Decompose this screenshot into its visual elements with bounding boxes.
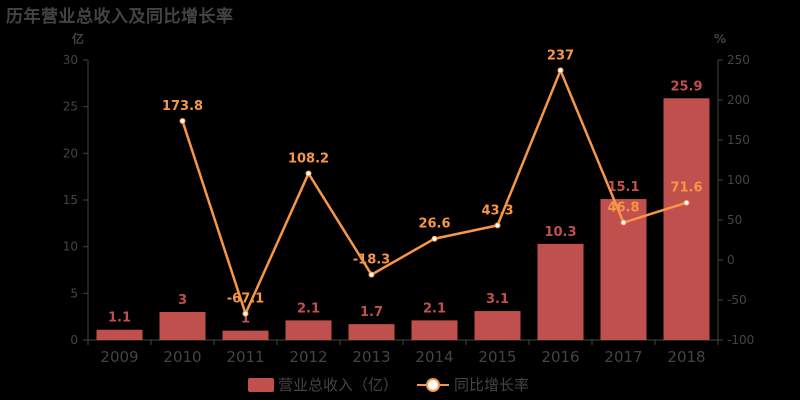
legend-label-revenue: 营业总收入（亿）: [278, 376, 399, 394]
x-tick-label: 2015: [478, 348, 516, 366]
right-tick-label: 100: [727, 173, 750, 187]
growth-point-marker: [431, 235, 438, 242]
growth-point-label: 26.6: [418, 217, 450, 232]
chart-title: 历年营业总收入及同比增长率: [6, 7, 234, 27]
line-marker-icon: [417, 377, 450, 392]
growth-point-marker: [305, 170, 312, 177]
growth-point-marker: [179, 117, 186, 124]
right-tick-label: -50: [727, 293, 747, 307]
revenue-bar-label: 2.1: [423, 301, 446, 316]
bar-swatch-icon: [248, 377, 274, 392]
revenue-bar-label: 2.1: [297, 301, 320, 316]
revenue-bar-label: 15.1: [607, 180, 639, 195]
right-tick-label: 0: [727, 253, 735, 267]
revenue-bar: [474, 311, 521, 340]
left-tick-label: 0: [70, 333, 78, 347]
x-tick-label: 2013: [352, 348, 390, 366]
x-tick-label: 2011: [226, 348, 264, 366]
growth-point-marker: [368, 271, 375, 278]
left-tick-label: 30: [63, 53, 78, 67]
right-axis-unit: %: [714, 32, 726, 46]
left-tick-label: 25: [63, 100, 78, 114]
left-axis-unit: 亿: [72, 31, 84, 46]
revenue-bar: [159, 312, 206, 340]
left-tick-label: 5: [70, 286, 78, 300]
x-tick-label: 2016: [541, 348, 579, 366]
growth-point-marker: [557, 67, 564, 74]
x-tick-label: 2018: [667, 348, 705, 366]
revenue-bar-label: 3: [178, 293, 187, 308]
revenue-bar-label: 3.1: [486, 292, 509, 307]
revenue-bar: [663, 98, 710, 341]
growth-point-label: 237: [547, 48, 574, 63]
revenue-bar: [411, 320, 458, 340]
growth-point-marker: [242, 310, 249, 317]
growth-point-marker: [683, 199, 690, 206]
revenue-bar: [348, 324, 395, 340]
x-tick-label: 2010: [163, 348, 201, 366]
x-tick-label: 2017: [604, 348, 642, 366]
legend: 营业总收入（亿） 同比增长率: [248, 374, 529, 395]
right-tick-label: -100: [727, 333, 754, 347]
growth-point-label: -67.1: [227, 292, 264, 307]
legend-label-growth: 同比增长率: [454, 376, 530, 394]
growth-point-label: -18.3: [353, 253, 390, 268]
legend-item-revenue[interactable]: 营业总收入（亿）: [248, 374, 398, 395]
revenue-bar-label: 1: [241, 312, 250, 327]
growth-point-label: 173.8: [162, 99, 203, 114]
revenue-bar: [537, 243, 584, 340]
x-tick-label: 2012: [289, 348, 327, 366]
right-tick-label: 250: [727, 53, 750, 67]
x-tick-label: 2009: [100, 348, 138, 366]
revenue-bar: [96, 329, 143, 340]
left-tick-label: 10: [63, 240, 78, 254]
right-tick-label: 150: [727, 133, 750, 147]
revenue-bar: [285, 320, 332, 340]
revenue-bar-label: 25.9: [670, 79, 702, 94]
legend-item-growth[interactable]: 同比增长率: [416, 374, 529, 395]
revenue-bar-label: 1.7: [360, 305, 383, 320]
revenue-bar-label: 10.3: [544, 225, 576, 240]
x-tick-label: 2014: [415, 348, 453, 366]
revenue-bar-label: 1.1: [108, 311, 131, 326]
growth-point-marker: [620, 219, 627, 226]
revenue-bar: [222, 330, 269, 340]
growth-point-label: 43.3: [481, 203, 513, 218]
growth-point-label: 46.8: [607, 201, 639, 216]
growth-point-marker: [494, 222, 501, 229]
growth-point-label: 71.6: [670, 181, 702, 196]
left-tick-label: 20: [63, 146, 78, 160]
growth-point-label: 108.2: [288, 151, 329, 166]
left-tick-label: 15: [63, 193, 78, 207]
right-tick-label: 200: [727, 93, 750, 107]
right-tick-label: 50: [727, 213, 742, 227]
